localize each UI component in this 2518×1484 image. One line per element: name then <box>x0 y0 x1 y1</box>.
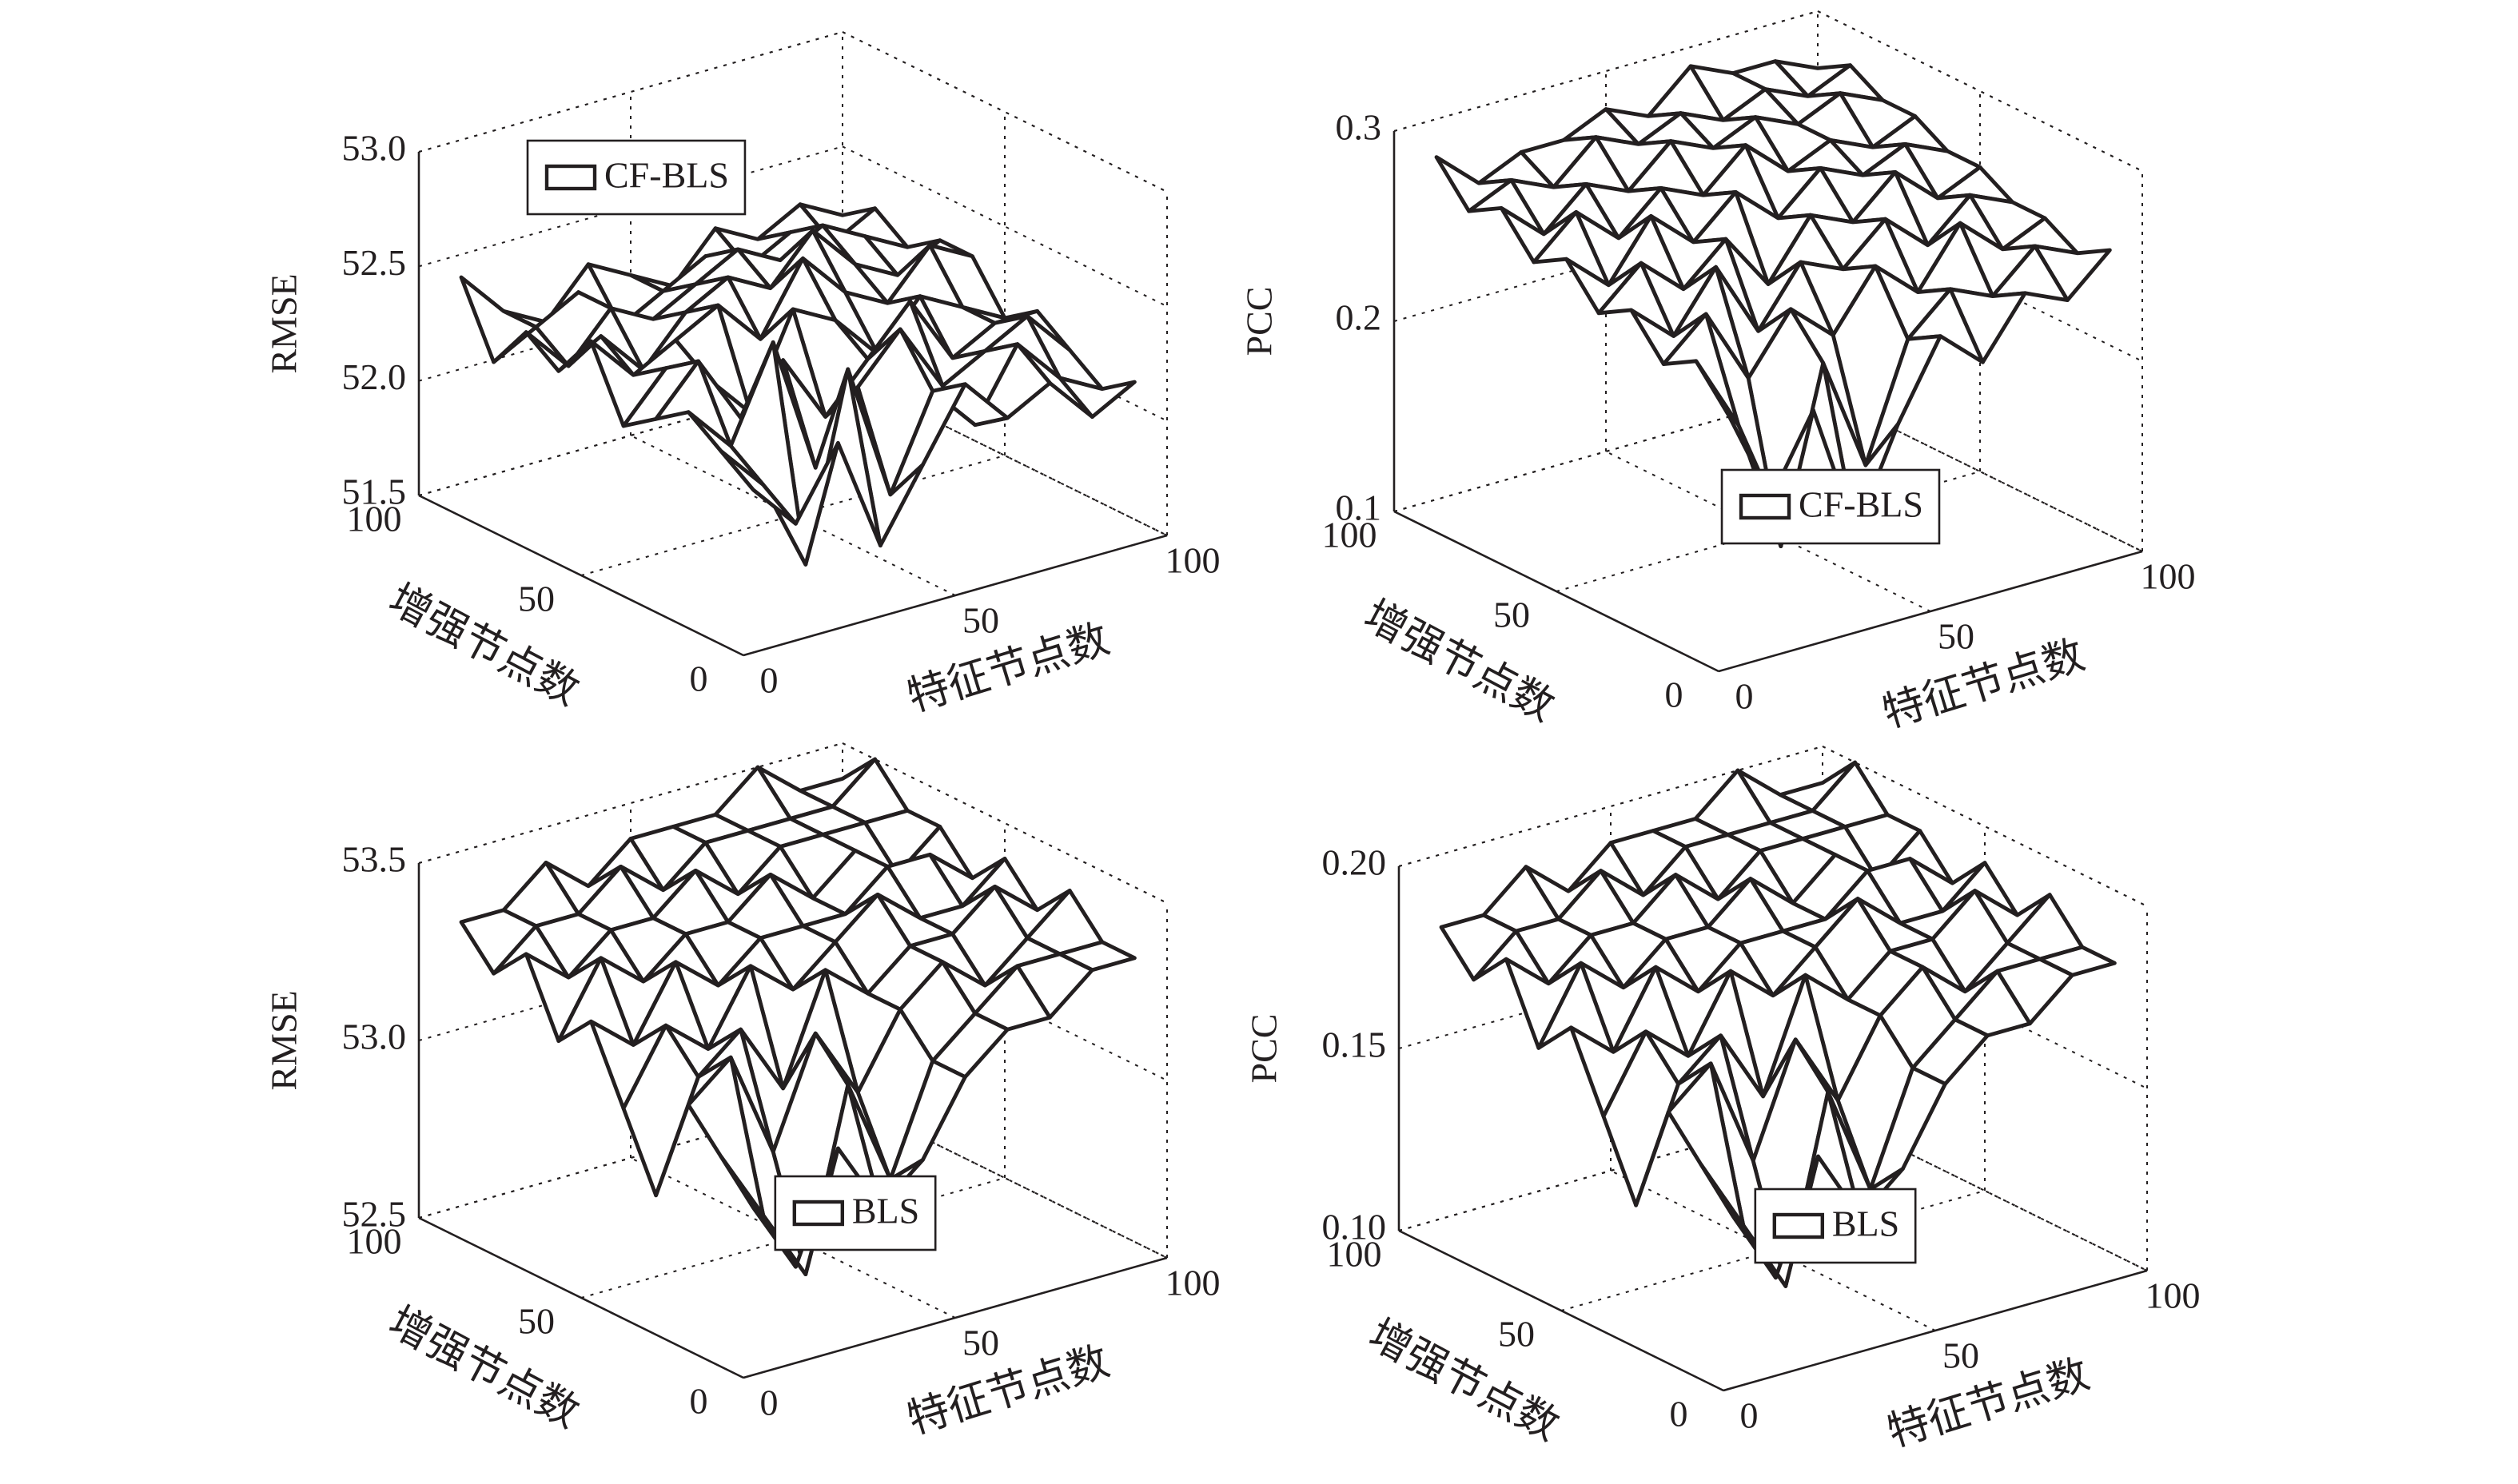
y-axis-label: 增强节点数 <box>381 577 586 714</box>
grid-line <box>842 31 1168 193</box>
x-tick-label: 100 <box>1165 1263 1221 1303</box>
legend-box <box>1754 1188 1917 1264</box>
x-tick-label: 50 <box>962 600 999 641</box>
legend: CF-BLS <box>1720 468 1941 545</box>
x-axis <box>743 1256 1168 1379</box>
z-tick-label: 53.5 <box>342 839 407 880</box>
z-tick-label: 0.3 <box>1336 107 1382 148</box>
x-tick-label: 100 <box>1165 540 1221 581</box>
legend: CF-BLS <box>526 139 747 216</box>
x-tick-label: 0 <box>1735 676 1754 717</box>
grid-line <box>1393 10 1819 132</box>
y-axis-label: 增强节点数 <box>381 1299 586 1437</box>
surface-cell <box>459 275 538 364</box>
legend-icon <box>792 1200 845 1227</box>
grid-line <box>1817 10 2143 172</box>
x-tick-label: 100 <box>2141 556 2196 597</box>
y-tick-label: 100 <box>1327 1234 1382 1275</box>
y-tick-label: 100 <box>1322 515 1377 555</box>
grid-line <box>630 435 956 596</box>
y-tick-label: 100 <box>347 1221 402 1262</box>
x-tick-label: 0 <box>760 1383 779 1423</box>
x-axis <box>743 534 1168 657</box>
y-tick-label: 0 <box>690 658 708 699</box>
grid-line <box>418 742 843 864</box>
grid-line <box>842 375 1168 536</box>
y-axis-label: 增强节点数 <box>1357 593 1561 730</box>
legend-label: CF-BLS <box>1799 484 1923 525</box>
grid-line <box>1817 391 2143 552</box>
z-tick-label: 53.0 <box>342 128 407 169</box>
x-tick-label: 50 <box>962 1323 999 1363</box>
x-axis-label: 特征节点数 <box>1883 1351 2094 1456</box>
grid-line <box>630 1157 956 1319</box>
legend-icon <box>1739 493 1791 520</box>
x-tick-label: 0 <box>760 660 779 701</box>
surface-chart: 52.5 53.0 53.5 0 50 100 0 50 100 增强节点数 特征节点数 RMSE BL… <box>264 742 1221 1443</box>
y-axis <box>1398 1229 1724 1392</box>
grid-line <box>1610 1170 1936 1331</box>
y-axis <box>1393 510 1719 673</box>
grid-line <box>842 145 1168 308</box>
surface-chart: 0.10 0.15 0.20 0 50 100 0 50 100 增强节点数 特征节点数 PCC BLS <box>1244 746 2201 1456</box>
legend-icon <box>1772 1212 1825 1239</box>
grid-line <box>1605 451 1931 612</box>
z-tick-label: 53.0 <box>342 1017 407 1057</box>
y-tick-label: 100 <box>347 499 402 539</box>
z-tick-label: 52.5 <box>342 242 407 283</box>
grid-line <box>842 1097 1168 1259</box>
z-axis-label: RMSE <box>264 273 305 373</box>
grid-line <box>1398 746 1823 867</box>
z-axis-label: RMSE <box>264 990 305 1090</box>
z-tick-label: 52.5 <box>342 1194 407 1235</box>
surface-cell <box>719 448 798 526</box>
surface-chart: 51.5 52.0 52.5 53.0 0 50 100 0 50 100 增强节点数 特征节点数 RM… <box>264 31 1221 721</box>
grid-line <box>580 455 1006 576</box>
y-tick-label: 50 <box>518 579 555 619</box>
z-axis-label: PCC <box>1239 287 1280 356</box>
legend: BLS <box>774 1175 937 1251</box>
z-tick-label: 0.1 <box>1336 487 1382 528</box>
y-tick-label: 0 <box>1670 1394 1688 1434</box>
x-axis <box>1723 1269 2148 1392</box>
x-axis-label: 特征节点数 <box>1878 632 2090 737</box>
y-axis <box>418 494 744 657</box>
x-axis-label: 特征节点数 <box>902 1339 1114 1443</box>
y-tick-label: 50 <box>1498 1314 1535 1355</box>
z-tick-label: 0.2 <box>1336 297 1382 338</box>
legend: BLS <box>1754 1188 1917 1264</box>
legend-label: BLS <box>1832 1204 1899 1244</box>
x-tick-label: 50 <box>1942 1335 1979 1376</box>
y-tick-label: 50 <box>1493 595 1530 635</box>
legend-label: BLS <box>852 1191 919 1231</box>
z-tick-label: 52.0 <box>342 356 407 397</box>
x-tick-label: 0 <box>1740 1395 1759 1436</box>
legend-icon <box>544 164 597 191</box>
y-axis-label: 增强节点数 <box>1361 1312 1566 1450</box>
z-tick-label: 51.5 <box>342 471 407 512</box>
z-tick-label: 0.15 <box>1322 1024 1387 1065</box>
legend-label: CF-BLS <box>604 155 729 196</box>
z-axis-label: PCC <box>1244 1014 1285 1084</box>
x-tick-label: 100 <box>2145 1275 2201 1316</box>
y-tick-label: 50 <box>518 1301 555 1342</box>
z-tick-label: 0.20 <box>1322 842 1387 883</box>
y-tick-label: 0 <box>1665 674 1683 715</box>
grid-line <box>1822 1110 2148 1271</box>
surface-chart: 0.1 0.2 0.3 0 50 100 0 50 100 增强节点数 特征节点数 PCC CF-BLS <box>1239 10 2196 737</box>
z-tick-label: 0.10 <box>1322 1207 1387 1247</box>
grid-line <box>418 31 843 153</box>
x-axis-label: 特征节点数 <box>902 616 1114 721</box>
x-tick-label: 50 <box>1938 616 1974 657</box>
y-tick-label: 0 <box>690 1381 708 1422</box>
grid-line <box>1822 746 2148 907</box>
grid-line <box>842 742 1168 904</box>
x-axis <box>1718 550 2143 673</box>
y-axis <box>418 1216 744 1379</box>
grid-line <box>418 145 843 268</box>
